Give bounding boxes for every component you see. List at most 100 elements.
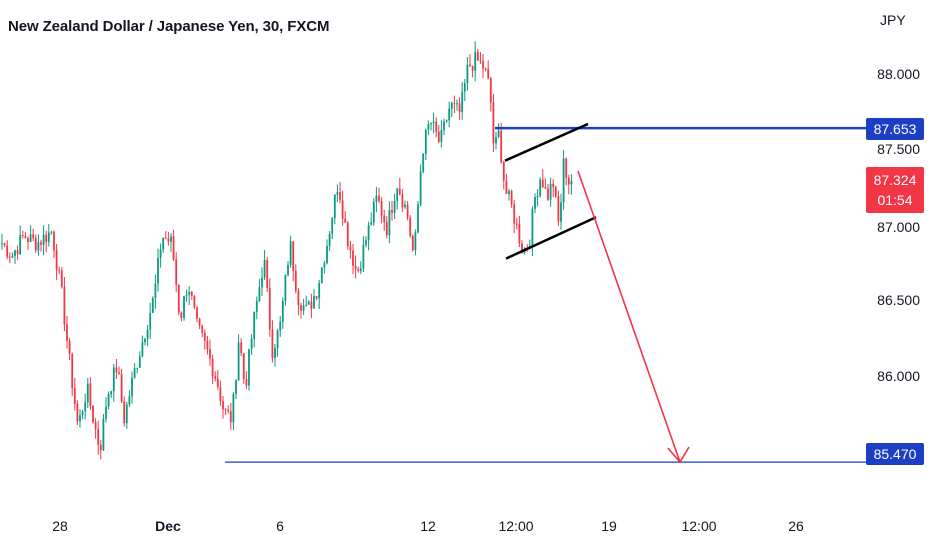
candle-body (227, 409, 230, 412)
candle-body (287, 265, 289, 276)
candle-body (560, 202, 562, 222)
candle-body (274, 348, 276, 358)
candle-body (362, 244, 365, 269)
candle-body (484, 68, 487, 70)
candle-body (14, 250, 16, 256)
candle-body (417, 204, 419, 233)
candle-body (177, 284, 180, 313)
candle-body (359, 268, 362, 271)
chart-title: New Zealand Dollar / Japanese Yen, 30, F… (8, 18, 330, 35)
candle-body (107, 394, 110, 407)
candle-body (518, 223, 521, 244)
candle-body (450, 103, 453, 109)
candle-body (55, 250, 58, 270)
candle-body (138, 356, 141, 368)
candle-body (331, 218, 334, 234)
candle-body (47, 232, 50, 243)
candle-body (388, 209, 391, 236)
candle-body (21, 234, 24, 236)
candle-body (500, 130, 503, 163)
candle-body (367, 225, 370, 241)
candle-body (141, 342, 144, 357)
candle-body (461, 91, 464, 113)
resistance-price-badge: 87.653 (866, 118, 924, 140)
candle-body (435, 121, 438, 132)
candle-body (1, 243, 3, 245)
candle-body (146, 329, 149, 339)
candle-body (105, 406, 107, 419)
candle-body (534, 197, 536, 209)
candle-body (63, 286, 66, 325)
candle-body (219, 387, 222, 402)
candle-body (437, 131, 440, 142)
candle-body (24, 235, 27, 239)
candle-body (393, 201, 396, 213)
price-tick-88000: 88.000 (877, 66, 920, 82)
candle-body (133, 368, 136, 378)
candle-body (115, 367, 118, 373)
candle-body (198, 318, 201, 326)
candle-body (92, 405, 94, 423)
candle-body (224, 409, 227, 411)
candle-body (536, 195, 539, 198)
candle-body (476, 51, 479, 61)
candle-body (549, 183, 552, 200)
candle-body (562, 158, 565, 203)
target-price-badge: 85.470 (866, 443, 924, 465)
candle-body (185, 295, 188, 297)
candle-body (229, 411, 232, 423)
candle-body (3, 243, 6, 246)
candle-body (79, 415, 81, 422)
candle-body (32, 234, 35, 239)
price-tick-87000: 87.000 (877, 219, 920, 235)
candle-body (175, 259, 178, 285)
candle-body (482, 61, 484, 69)
candle-body (66, 324, 68, 341)
candle-body (458, 103, 461, 113)
candle-body (492, 102, 495, 144)
candle-body (370, 222, 373, 226)
time-tick-dec: Dec (155, 518, 181, 534)
candle-body (154, 283, 157, 299)
candle-body (11, 255, 14, 258)
candle-body (248, 349, 250, 386)
candle-body (261, 277, 263, 288)
candle-body (378, 195, 380, 201)
candle-body (89, 383, 92, 406)
candle-body (401, 194, 404, 208)
candle-body (432, 121, 435, 124)
candle-body (19, 234, 22, 254)
candle-body (60, 270, 63, 287)
candle-body (123, 401, 126, 424)
candle-body (554, 187, 557, 197)
candle-body (120, 373, 123, 402)
candle-body (183, 296, 185, 318)
candle-body (365, 240, 367, 245)
candle-body (76, 403, 79, 422)
candle-body (73, 388, 76, 404)
candle-body (258, 287, 261, 302)
candle-body (513, 204, 516, 224)
candle-body (37, 242, 40, 251)
channel-upper-line (504, 122, 589, 162)
candle-body (86, 383, 89, 403)
candle-body (209, 349, 211, 359)
candle-body (240, 342, 243, 354)
candle-body (380, 200, 383, 216)
candle-body (531, 208, 534, 246)
candle-body (110, 391, 113, 395)
candle-body (211, 358, 214, 377)
candle-body (552, 183, 555, 188)
candle-body (102, 418, 105, 451)
candle-body (302, 305, 305, 311)
candle-body (469, 64, 471, 67)
candle-body (315, 296, 318, 299)
candle-body (463, 83, 466, 92)
last-price-value: 87.324 (873, 172, 917, 188)
price-tick-86000: 86.000 (877, 368, 920, 384)
candle-body (427, 124, 430, 130)
candle-body (515, 223, 518, 225)
candle-body (326, 245, 328, 264)
